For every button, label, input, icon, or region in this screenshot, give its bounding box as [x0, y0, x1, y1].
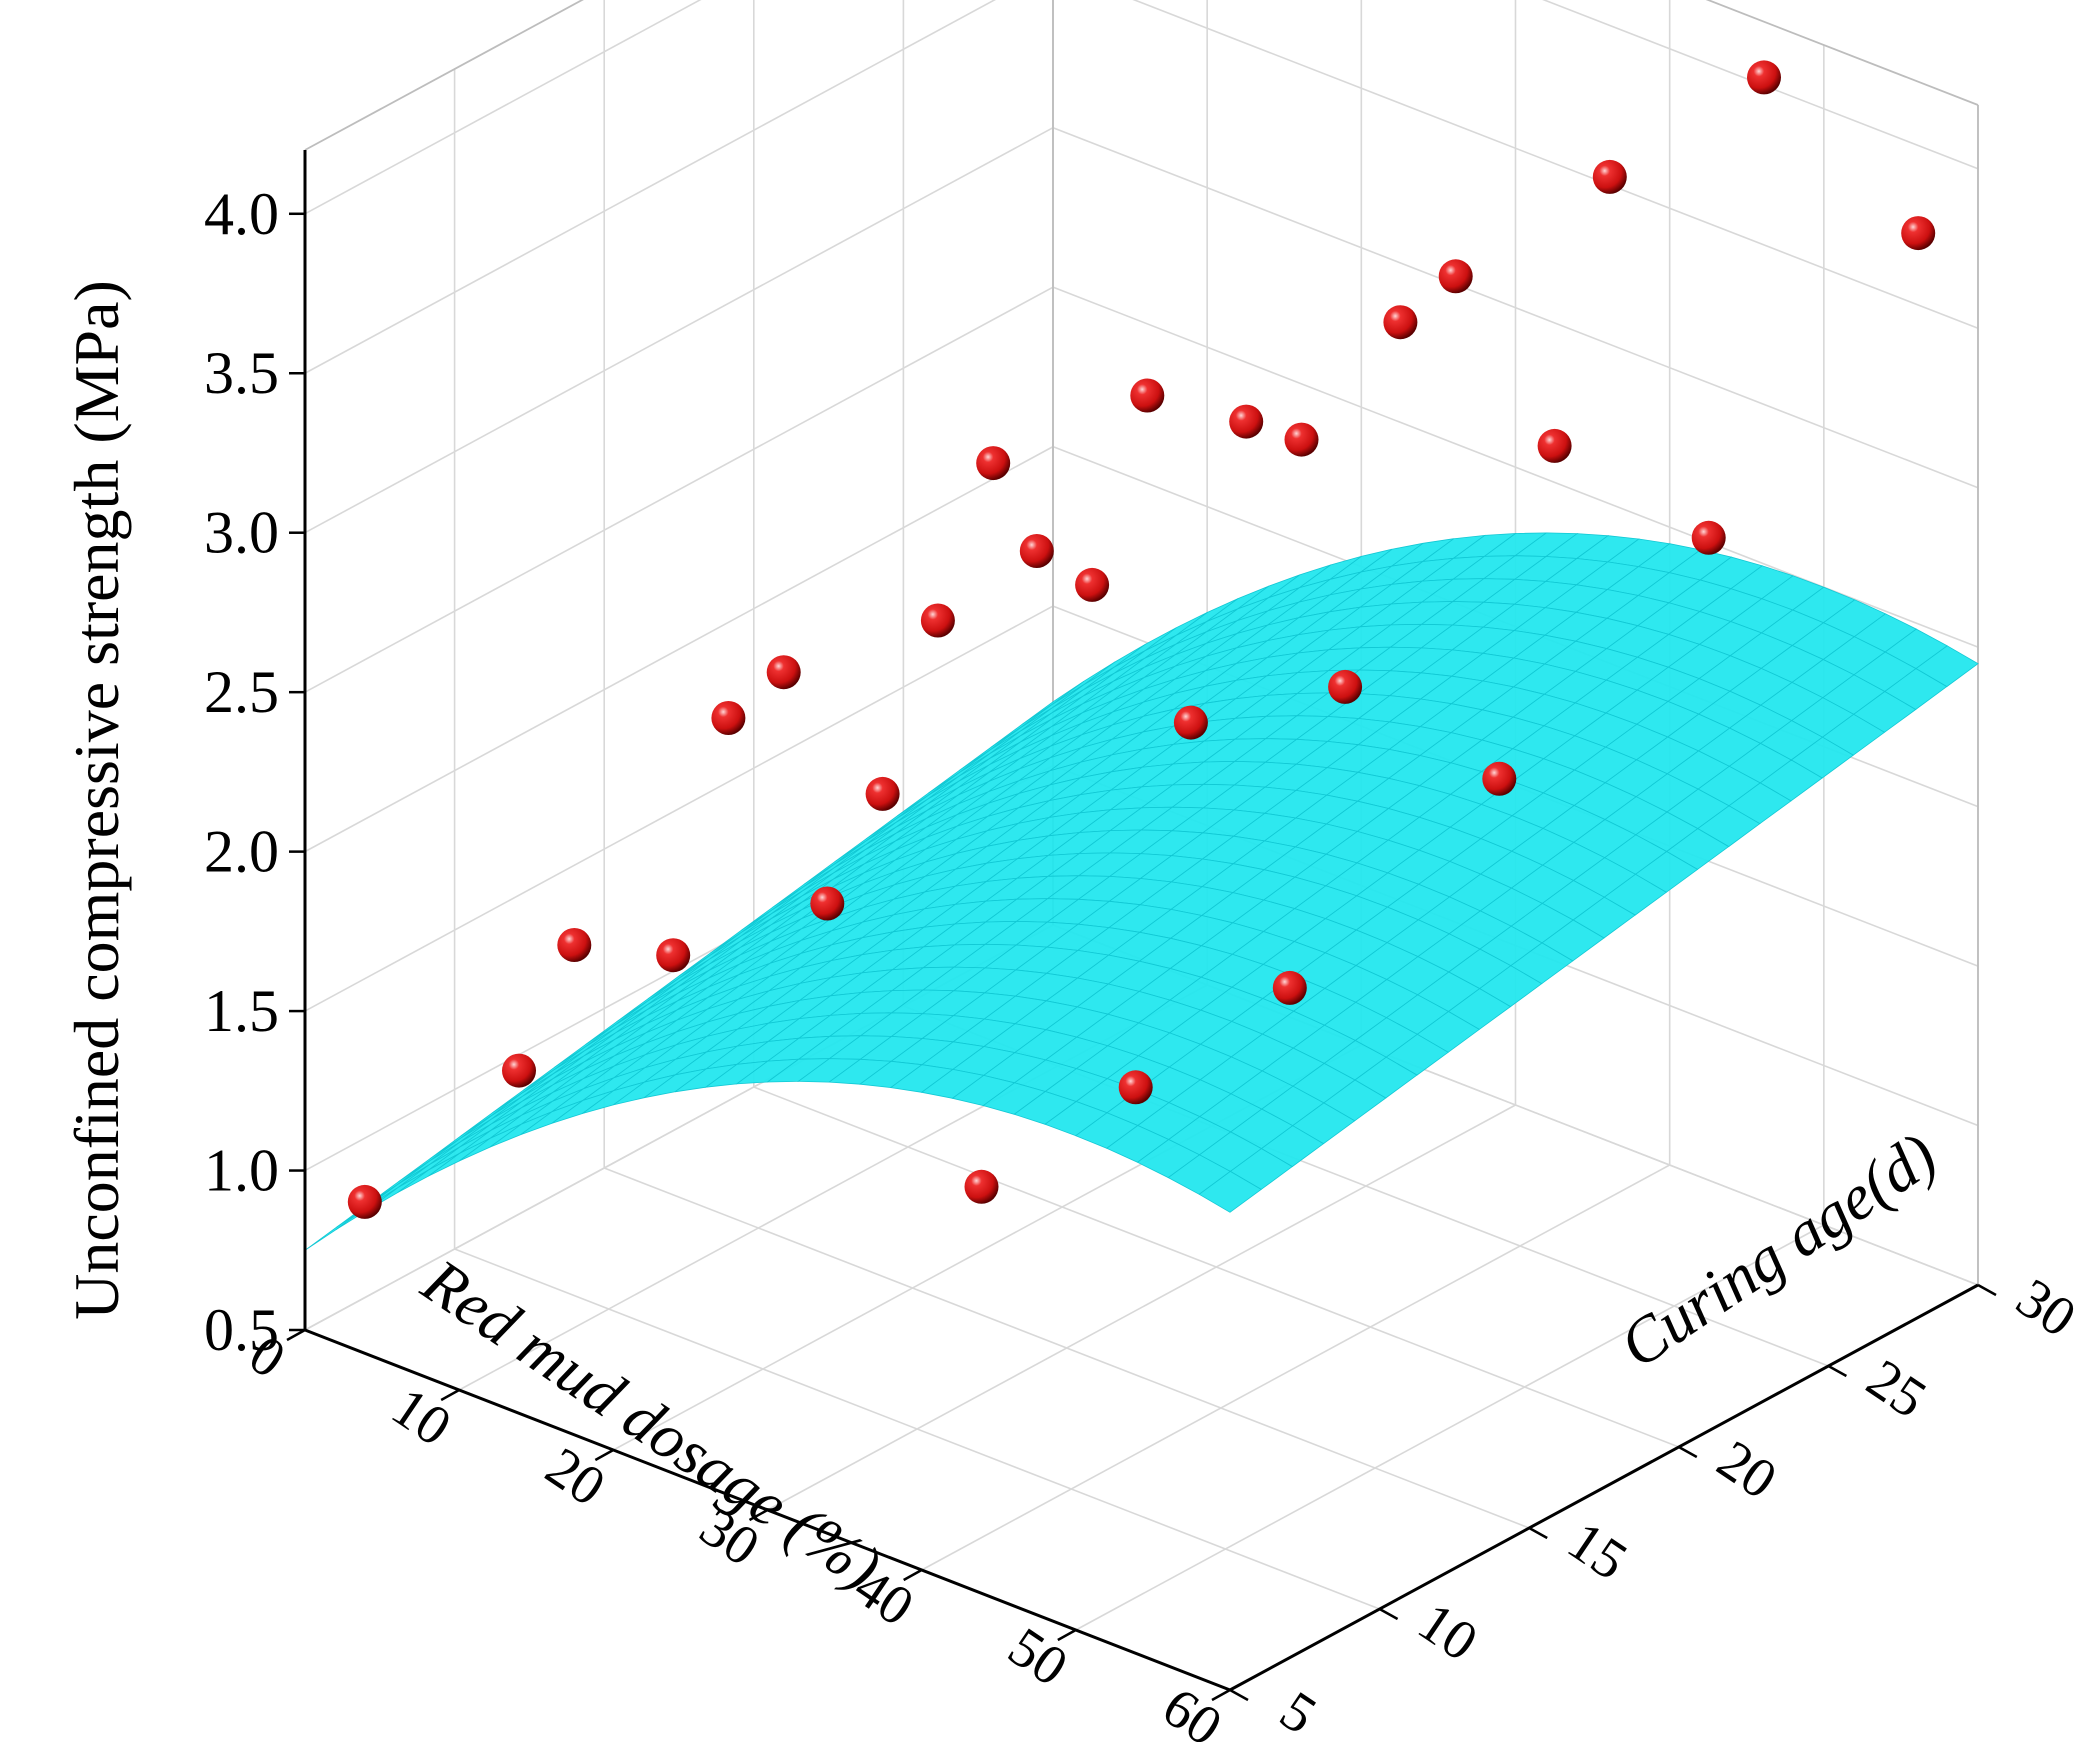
y-tick — [1827, 1364, 1848, 1378]
data-point — [1537, 428, 1572, 463]
data-point — [976, 446, 1011, 481]
data-point — [865, 776, 900, 811]
grid-line — [304, 605, 1054, 1012]
grid-line — [304, 286, 1054, 693]
x-tick — [440, 1388, 460, 1402]
grid-line — [304, 445, 1054, 853]
grid-line — [304, 126, 1054, 534]
data-point — [1901, 216, 1936, 251]
grid-line — [1132, 0, 1979, 329]
grid-line — [454, 1248, 1380, 1610]
x-tick — [748, 1508, 769, 1522]
data-point — [347, 1184, 382, 1219]
y-tick-label: 5 — [1269, 1680, 1327, 1742]
z-tick-label: 3.5 — [204, 340, 279, 406]
y-tick — [1678, 1445, 1698, 1459]
z-tick-label: 2.5 — [204, 659, 279, 725]
data-point — [557, 928, 592, 962]
x-axis-title: Red mud dosage (%) — [410, 1245, 894, 1604]
data-point — [964, 1169, 999, 1204]
scatter-points-behind — [964, 1169, 999, 1204]
y-tick — [1378, 1607, 1399, 1621]
data-point — [1747, 60, 1781, 95]
data-point — [1173, 705, 1208, 740]
data-point — [1328, 669, 1363, 704]
data-point — [1229, 404, 1264, 439]
z-axis-title: Unconfined compressive strength (MPa) — [61, 280, 132, 1320]
data-point — [1284, 422, 1319, 457]
grid-line — [603, 1167, 1530, 1529]
surface-patch — [397, 1146, 461, 1189]
data-point — [1691, 520, 1726, 555]
x-tick — [286, 1328, 306, 1342]
data-point — [1272, 970, 1307, 1005]
x-tick — [594, 1448, 614, 1462]
data-point — [1482, 761, 1517, 796]
y-tick — [1528, 1526, 1548, 1540]
y-tick-label: 15 — [1557, 1510, 1638, 1593]
scatter-points-front — [347, 60, 1936, 1219]
x-tick-label: 50 — [997, 1616, 1078, 1699]
data-point — [502, 1053, 536, 1088]
x-tick — [1211, 1688, 1231, 1702]
grid-line — [304, 0, 997, 374]
z-tick-label: 1.5 — [204, 978, 279, 1044]
data-point — [1118, 1070, 1153, 1105]
y-axis-title: Curing age(d) — [1607, 1119, 1949, 1382]
y-tick-label: 20 — [1706, 1429, 1787, 1512]
data-point — [1019, 534, 1054, 568]
y-tick-label: 30 — [2006, 1267, 2081, 1350]
grid-line — [767, 1104, 1516, 1511]
y-tick-label: 25 — [1856, 1348, 1937, 1431]
x-tick-label: 10 — [381, 1376, 462, 1459]
y-tick — [1229, 1688, 1249, 1702]
data-point — [656, 938, 691, 973]
grid-line — [1052, 126, 1979, 489]
grid-line — [921, 1164, 1671, 1571]
data-point — [1383, 305, 1418, 340]
y-tick — [1977, 1283, 1997, 1297]
data-point — [810, 886, 845, 921]
y-axis-line — [1229, 1283, 1979, 1692]
data-point — [1438, 259, 1473, 294]
fitted-surface — [304, 532, 1979, 1251]
surface-patch — [1198, 1170, 1262, 1213]
data-point — [1075, 567, 1110, 602]
data-point — [766, 655, 801, 690]
z-tick-label: 1.0 — [204, 1138, 279, 1204]
y-tick-label: 10 — [1407, 1591, 1488, 1674]
x-tick — [903, 1568, 923, 1582]
data-point — [1130, 378, 1165, 413]
z-tick-label: 3.0 — [204, 500, 279, 566]
grid-line — [1542, 0, 1979, 170]
grid-line — [1075, 1224, 1825, 1631]
x-tick — [1057, 1628, 1077, 1642]
data-point — [711, 701, 746, 735]
z-tick-label: 4.0 — [204, 181, 279, 247]
box-edge — [1705, 0, 1979, 106]
grid-line — [753, 1086, 1680, 1448]
data-point — [1592, 159, 1627, 194]
grid-line — [304, 0, 702, 215]
x-tick-label: 20 — [535, 1436, 616, 1519]
box-edge — [304, 0, 584, 151]
z-tick-label: 0.5 — [204, 1297, 279, 1363]
z-tick-label: 2.0 — [204, 819, 279, 885]
data-point — [920, 603, 955, 638]
